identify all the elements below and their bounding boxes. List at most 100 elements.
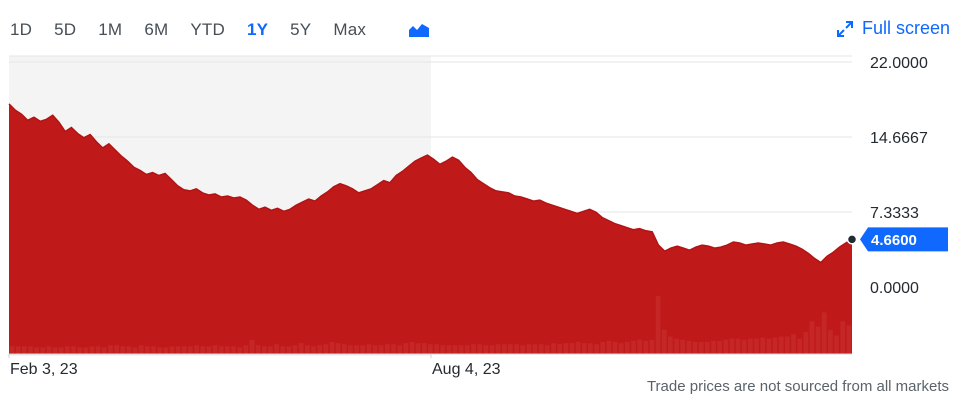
volume-bar bbox=[188, 346, 193, 354]
volume-bar bbox=[274, 344, 279, 354]
volume-bar bbox=[606, 340, 612, 354]
x-tick-label: Feb 3, 23 bbox=[10, 361, 78, 378]
current-value-label: 4.6600 bbox=[871, 232, 917, 249]
volume-bar bbox=[711, 340, 716, 354]
volume-bar bbox=[741, 339, 747, 354]
volume-bar bbox=[815, 326, 821, 354]
footnote: Trade prices are not sourced from all ma… bbox=[646, 378, 949, 395]
volume-bar bbox=[661, 329, 667, 354]
volume-bar bbox=[649, 339, 655, 354]
y-tick-label: 22.0000 bbox=[870, 55, 928, 72]
volume-bar bbox=[65, 346, 70, 354]
volume-bar bbox=[21, 346, 27, 354]
range-button-5y[interactable]: 5Y bbox=[290, 20, 312, 39]
volume-bar bbox=[440, 345, 446, 354]
volume-bar bbox=[132, 347, 138, 354]
volume-bar bbox=[311, 346, 316, 354]
volume-bar bbox=[754, 338, 759, 354]
price-line bbox=[8, 103, 853, 264]
volume-bar bbox=[692, 342, 698, 354]
mountain-chart-icon[interactable] bbox=[408, 22, 430, 38]
volume-bar bbox=[323, 344, 329, 354]
volume-bar bbox=[544, 345, 550, 354]
volume-bar bbox=[341, 344, 347, 354]
volume-bar bbox=[698, 342, 704, 354]
range-button-5d[interactable]: 5D bbox=[54, 20, 77, 39]
volume-bar bbox=[255, 345, 261, 354]
volume-bar bbox=[126, 346, 132, 354]
volume-bar bbox=[784, 336, 790, 354]
volume-bar bbox=[397, 345, 403, 354]
volume-bar bbox=[138, 345, 144, 354]
volume-bar bbox=[175, 346, 181, 354]
volume-bar bbox=[9, 346, 15, 354]
y-tick-label: 14.6667 bbox=[870, 130, 928, 147]
volume-bar bbox=[526, 344, 532, 354]
volume-bar bbox=[434, 344, 439, 354]
volume-bar bbox=[360, 345, 366, 354]
volume-bar bbox=[668, 336, 673, 354]
volume-bar bbox=[508, 344, 513, 354]
volume-bar bbox=[760, 337, 766, 354]
volume-bar bbox=[385, 344, 390, 354]
range-button-ytd[interactable]: YTD bbox=[190, 20, 225, 39]
range-selector: 1D 5D 1M 6M YTD 1Y 5Y Max bbox=[10, 18, 430, 42]
volume-bar bbox=[828, 329, 833, 354]
y-tick-label: 7.3333 bbox=[870, 205, 919, 222]
volume-bar bbox=[624, 342, 630, 354]
volume-bar bbox=[108, 345, 113, 354]
volume-bar bbox=[237, 347, 243, 354]
fullscreen-label: Full screen bbox=[861, 18, 950, 38]
fullscreen-button[interactable]: Full screen bbox=[836, 18, 950, 39]
volume-bar bbox=[34, 347, 39, 354]
x-tick-label: Aug 4, 23 bbox=[432, 361, 501, 378]
volume-bar bbox=[797, 338, 802, 354]
volume-bar bbox=[421, 343, 427, 354]
volume-bar bbox=[446, 345, 452, 354]
range-button-1y[interactable]: 1Y bbox=[246, 20, 269, 39]
volume-bar bbox=[206, 346, 212, 354]
volume-bar bbox=[286, 346, 292, 354]
volume-bar bbox=[686, 340, 692, 354]
volume-bar bbox=[212, 345, 218, 354]
volume-bar bbox=[145, 346, 150, 354]
volume-bar bbox=[372, 345, 378, 354]
volume-bar bbox=[557, 344, 562, 354]
volume-bar bbox=[483, 345, 489, 354]
volume-bar bbox=[428, 344, 433, 354]
volume-bar bbox=[403, 343, 409, 354]
volume-bar bbox=[181, 346, 187, 354]
volume-bar bbox=[366, 344, 372, 354]
volume-bar bbox=[415, 343, 421, 354]
volume-bar bbox=[618, 343, 624, 354]
volume-bar bbox=[834, 335, 839, 354]
volume-bar bbox=[28, 346, 33, 354]
volume-bar bbox=[354, 345, 359, 354]
volume-bar bbox=[52, 347, 58, 354]
volume-bar bbox=[317, 345, 323, 354]
volume-bar bbox=[563, 343, 569, 354]
volume-bar bbox=[809, 321, 815, 354]
volume-bar bbox=[477, 344, 482, 354]
volume-bar bbox=[280, 346, 286, 354]
volume-bar bbox=[292, 345, 298, 354]
price-area bbox=[9, 103, 852, 355]
range-button-6m[interactable]: 6M bbox=[144, 20, 169, 39]
volume-bar bbox=[680, 339, 686, 354]
volume-bar bbox=[89, 346, 95, 354]
volume-bar bbox=[231, 346, 236, 354]
range-button-1m[interactable]: 1M bbox=[98, 20, 123, 39]
volume-bar bbox=[489, 345, 495, 354]
volume-bar bbox=[723, 339, 729, 354]
volume-bar bbox=[846, 325, 852, 354]
volume-bar bbox=[151, 346, 156, 354]
volume-bar bbox=[594, 344, 599, 354]
volume-bar bbox=[458, 345, 464, 354]
volume-bar bbox=[655, 296, 661, 354]
range-button-1d[interactable]: 1D bbox=[10, 20, 33, 39]
volume-bar bbox=[520, 345, 526, 354]
range-button-max[interactable]: Max bbox=[333, 20, 367, 39]
volume-bar bbox=[243, 345, 249, 354]
expand-icon bbox=[836, 20, 853, 37]
